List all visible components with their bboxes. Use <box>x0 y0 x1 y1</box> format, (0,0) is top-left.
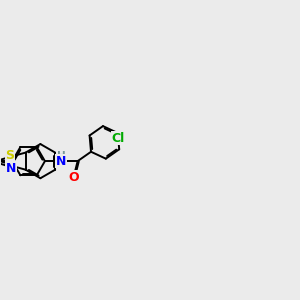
Text: Cl: Cl <box>112 132 125 145</box>
Text: S: S <box>5 149 14 162</box>
Text: O: O <box>69 171 79 184</box>
Text: N: N <box>6 161 16 175</box>
Text: N: N <box>56 154 67 168</box>
Text: H: H <box>57 151 66 161</box>
